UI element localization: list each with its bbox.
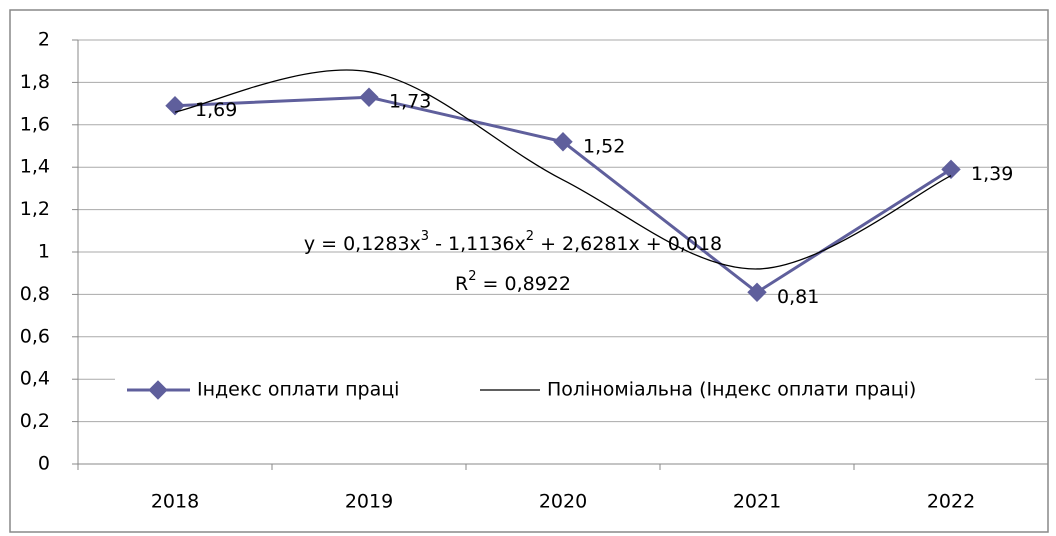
y-tick-label: 1,2 — [20, 198, 50, 220]
trendline-equation-part: y = 0,1283x — [304, 233, 421, 255]
y-tick-label: 1,6 — [20, 113, 50, 135]
chart-border — [9, 9, 1049, 533]
legend-label: Поліноміальна (Індекс оплати праці) — [547, 379, 916, 401]
y-tick-label: 1,8 — [20, 71, 50, 93]
x-tick-label: 2019 — [345, 491, 393, 513]
data-label: 1,39 — [971, 163, 1013, 185]
trendline-equation-part: - 1,1136x — [429, 233, 526, 255]
trendline-equation-part: 3 — [421, 229, 429, 244]
x-tick-label: 2018 — [151, 491, 199, 513]
x-tick-label: 2022 — [927, 491, 975, 513]
trendline-equation-part: + 2,6281x + 0,018 — [534, 233, 722, 255]
x-tick-label: 2020 — [539, 491, 587, 513]
data-label: 0,81 — [777, 286, 819, 308]
y-tick-label: 0 — [38, 453, 50, 475]
data-label: 1,52 — [583, 135, 625, 157]
y-tick-label: 2 — [38, 29, 50, 51]
y-tick-label: 0,8 — [20, 283, 50, 305]
trendline-r2-part: 2 — [468, 269, 476, 284]
trendline-equation: y = 0,1283x3 - 1,1136x2 + 2,6281x + 0,01… — [304, 229, 722, 255]
data-label: 1,73 — [389, 91, 431, 113]
trendline-r2-part: = 0,8922 — [477, 273, 571, 295]
legend-box — [115, 372, 1035, 408]
y-tick-label: 1,4 — [20, 156, 50, 178]
y-tick-label: 0,2 — [20, 410, 50, 432]
data-point — [165, 96, 185, 116]
trendline-r2: R2 = 0,8922 — [455, 269, 571, 295]
x-tick-label: 2021 — [733, 491, 781, 513]
trendline — [174, 69, 952, 270]
y-tick-label: 1 — [38, 241, 50, 263]
data-point — [553, 132, 573, 152]
y-tick-label: 0,4 — [20, 368, 50, 390]
data-point — [941, 159, 961, 180]
trendline-equation-part: 2 — [526, 229, 534, 244]
data-label: 1,69 — [195, 99, 237, 121]
legend-label: Індекс оплати праці — [197, 379, 399, 401]
legend-marker — [148, 380, 168, 400]
y-tick-label: 0,6 — [20, 325, 50, 347]
trendline-r2-part: R — [455, 273, 468, 295]
data-point — [359, 87, 379, 107]
data-point — [747, 282, 767, 302]
